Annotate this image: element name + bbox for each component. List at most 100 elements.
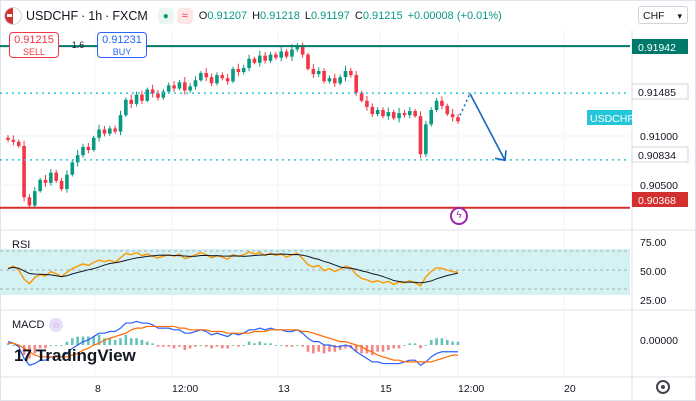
indicator-loading-icon[interactable]: ◌ — [49, 318, 64, 332]
macd-histogram-bar — [129, 338, 133, 345]
macd-histogram-bar — [215, 345, 219, 347]
macd-histogram-bar — [295, 345, 299, 346]
symbol-name[interactable]: USDCHF — [26, 9, 79, 23]
candle-body — [107, 128, 112, 134]
candle-body — [86, 146, 91, 151]
interval[interactable]: 1h — [88, 9, 103, 23]
macd-histogram-bar — [365, 345, 369, 354]
logo-text: TradingView — [35, 346, 136, 365]
candles-group — [6, 42, 460, 209]
macd-histogram-bar — [285, 345, 288, 347]
candle-body — [188, 86, 192, 91]
projection-dotted — [459, 93, 471, 116]
candle-body — [349, 71, 353, 76]
candle-body — [22, 145, 26, 198]
tag-support: 0.90834 — [638, 150, 676, 162]
tag-mid: 0.91485 — [638, 87, 676, 99]
macd-pane-label[interactable]: MACD ◌ — [12, 318, 64, 332]
tag-resistance-bg — [632, 39, 688, 54]
alert-icon[interactable]: ϟ — [450, 207, 468, 225]
header-bar: USDCHF · 1h · FXCM ● ≈ O0.91207 H0.91218… — [4, 6, 507, 26]
macd-histogram-bar — [424, 345, 428, 346]
candle-body — [402, 113, 407, 116]
buy-label: BUY — [112, 47, 132, 57]
macd-histogram-bar — [274, 345, 278, 346]
chevron-down-icon: ▾ — [677, 11, 682, 21]
currency-select[interactable]: CHF ▾ — [638, 6, 688, 24]
time-tick-3: 15 — [380, 383, 392, 395]
candle-body — [322, 71, 326, 82]
macd-histogram-bar — [70, 338, 74, 345]
macd-histogram-bar — [397, 345, 401, 349]
macd-histogram-bar — [210, 345, 213, 349]
sell-button[interactable]: 0.91215 SELL — [9, 32, 59, 58]
macd-histogram-bar — [451, 341, 454, 345]
macd-histogram-bar — [220, 345, 224, 349]
rsi-pane-label[interactable]: RSI — [12, 239, 30, 251]
candle-body — [279, 51, 284, 58]
macd-histogram-bar — [392, 345, 396, 349]
buy-button[interactable]: 0.91231 BUY — [97, 32, 147, 58]
macd-histogram-bar — [387, 345, 390, 351]
macd-histogram-bar — [226, 345, 229, 349]
grid-lines — [0, 30, 696, 401]
signal-line — [8, 325, 458, 363]
macd-histogram-bar — [301, 345, 304, 347]
tag-low: 0.90368 — [638, 195, 676, 207]
candle-body — [407, 111, 412, 116]
candle-body — [418, 116, 423, 155]
candle-body — [263, 55, 267, 61]
macd-histogram-bar — [183, 345, 187, 351]
macd-histogram-bar — [87, 336, 90, 345]
macd-histogram-bar — [145, 341, 149, 345]
flag-icon — [4, 7, 22, 25]
macd-histogram-bar — [419, 345, 422, 349]
rsi-group — [0, 250, 630, 290]
time-tick-5: 20 — [564, 383, 576, 395]
tag-symbol-bg — [587, 110, 632, 125]
candle-body — [359, 92, 364, 101]
candle-body — [236, 68, 241, 73]
macd-histogram-bar — [269, 343, 272, 345]
macd-histogram-bar — [119, 338, 122, 345]
macd-histogram-bar — [162, 345, 165, 347]
macd-histogram-bar — [188, 345, 192, 349]
projection-arrow[interactable] — [469, 93, 506, 161]
macd-histogram-bar — [199, 345, 203, 346]
macd-histogram-bar — [178, 345, 181, 347]
candle-body — [290, 49, 294, 57]
projection-arrowhead — [494, 150, 507, 162]
candle-body — [332, 78, 337, 84]
macd-histogram-bar — [76, 336, 79, 345]
candle-body — [338, 77, 342, 84]
eye-icon[interactable]: ● — [157, 8, 174, 24]
macd-histogram-bar — [456, 341, 460, 345]
tag-symbol: USDCHF — [590, 113, 634, 125]
macd-histogram-bar — [435, 338, 438, 345]
candle-body — [161, 91, 166, 98]
candle-body — [6, 137, 10, 140]
candle-body — [450, 114, 455, 118]
candle-body — [284, 51, 289, 57]
candle-body — [65, 174, 69, 190]
macd-label: MACD — [12, 319, 45, 331]
wave-icon[interactable]: ≈ — [176, 8, 193, 24]
candle-body — [172, 85, 176, 89]
candle-body — [16, 141, 21, 146]
sell-price: 0.91215 — [14, 34, 54, 46]
macd-histogram-bar — [381, 345, 385, 352]
candle-body — [343, 71, 348, 78]
macd-histogram-bar — [38, 345, 42, 349]
macd-histogram-bar — [360, 345, 363, 354]
sell-label: SELL — [22, 47, 46, 57]
candle-body — [300, 46, 305, 55]
candle-body — [316, 71, 321, 75]
tag-low-bg — [632, 192, 688, 207]
candle-body — [113, 128, 117, 132]
candle-body — [49, 172, 53, 183]
rsi-ma-line — [7, 253, 459, 284]
title-separator-2: · — [105, 9, 110, 23]
candle-body — [386, 112, 391, 117]
settings-icon[interactable] — [656, 380, 670, 394]
